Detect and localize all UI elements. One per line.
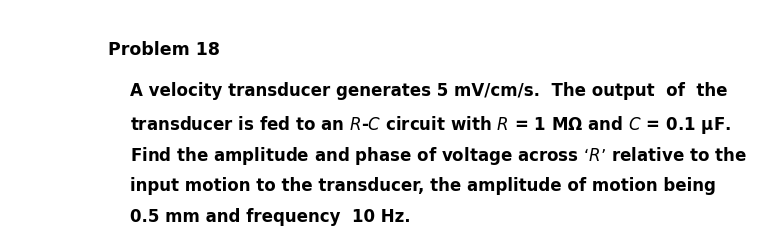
Text: input motion to the transducer, the amplitude of motion being: input motion to the transducer, the ampl… [131, 177, 716, 195]
Text: transducer is fed to an $\mathit{R}$-$\mathit{C}$ circuit with $\mathit{R}$ = 1 : transducer is fed to an $\mathit{R}$-$\m… [131, 114, 731, 136]
Text: 0.5 mm and frequency  10 Hz.: 0.5 mm and frequency 10 Hz. [131, 208, 411, 226]
Text: Find the amplitude and phase of voltage across ‘$\mathit{R}$’ relative to the: Find the amplitude and phase of voltage … [131, 145, 747, 167]
Text: Problem 18: Problem 18 [108, 41, 220, 59]
Text: A velocity transducer generates 5 mV/cm/s.  The output  of  the: A velocity transducer generates 5 mV/cm/… [131, 82, 728, 100]
